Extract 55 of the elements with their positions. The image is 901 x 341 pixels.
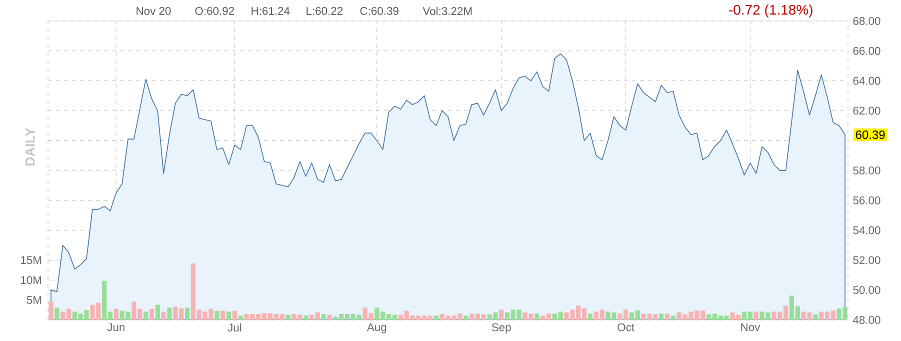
- text: DAILY: [25, 128, 35, 166]
- y-tick-label: 58.00: [853, 166, 880, 174]
- bar: [434, 316, 438, 320]
- bar: [321, 314, 326, 320]
- bar: [220, 310, 226, 320]
- text: -0.72 (1.18%): [729, 4, 812, 18]
- text: C:60.39: [360, 7, 398, 15]
- y-tick-label: 54.00: [853, 226, 880, 234]
- bar: [143, 312, 148, 320]
- x-tick-label: Sep: [492, 323, 511, 334]
- bar: [588, 314, 593, 320]
- x-tick-label: Jul: [228, 323, 242, 332]
- bar: [286, 314, 290, 320]
- bar: [149, 308, 154, 320]
- text: O:60.92: [195, 7, 234, 15]
- y-tick-label: 52.00: [853, 256, 880, 264]
- bar: [754, 312, 758, 320]
- y2-tick-label: 15M: [21, 256, 42, 264]
- bar: [226, 312, 232, 320]
- x-tick-label: Jun: [107, 323, 124, 332]
- text: L:60.22: [306, 7, 343, 15]
- y-tick-label: 56.00: [853, 196, 880, 204]
- x-tick-label: Aug: [366, 323, 386, 334]
- bar: [499, 310, 504, 320]
- y-tick-label: 64.00: [853, 76, 880, 85]
- y-tick-label: 66.00: [853, 46, 880, 55]
- bar: [114, 308, 118, 320]
- y2-tick-label: 10M: [21, 276, 42, 284]
- bar: [54, 308, 60, 320]
- bar: [664, 314, 670, 320]
- text: Nov 20: [136, 7, 171, 15]
- text: H:61.24: [252, 7, 290, 15]
- text: Vol:3.22M: [422, 6, 472, 16]
- bar: [534, 314, 540, 320]
- bar: [232, 310, 237, 320]
- y-tick-label: 68.00: [853, 17, 880, 25]
- bar: [184, 308, 190, 320]
- bar: [214, 310, 220, 320]
- y-tick-label: 50.00: [853, 286, 880, 294]
- y2-tick-label: 5M: [26, 296, 42, 304]
- x-tick-label: Oct: [618, 323, 634, 332]
- y-tick-label: 62.00: [853, 106, 880, 115]
- bar: [155, 304, 160, 320]
- bar: [48, 302, 54, 320]
- text: 60.39: [856, 130, 885, 139]
- bar: [327, 314, 332, 320]
- x-tick-label: Nov: [741, 323, 760, 332]
- bar: [659, 314, 664, 320]
- bar: [167, 308, 172, 320]
- bar: [238, 316, 243, 320]
- bar: [463, 316, 468, 320]
- bar: [813, 314, 818, 320]
- bar: [670, 316, 676, 320]
- y-tick-label: 48.00: [852, 316, 880, 324]
- bar: [303, 316, 308, 320]
